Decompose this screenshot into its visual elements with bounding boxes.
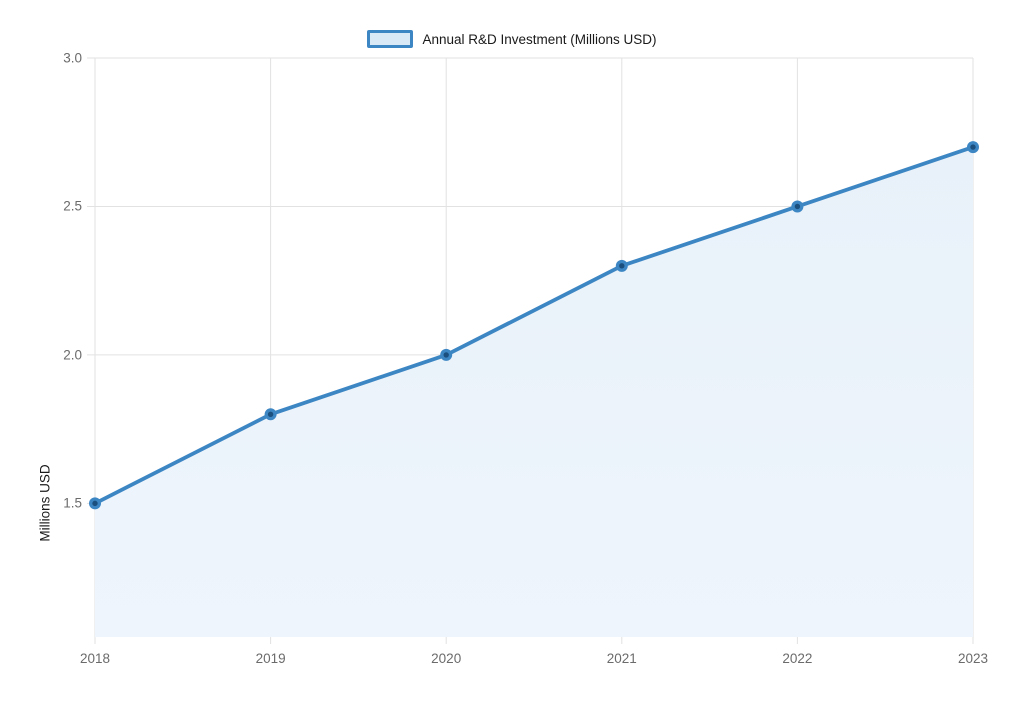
series-line xyxy=(93,145,975,506)
legend-label: Annual R&D Investment (Millions USD) xyxy=(422,31,657,47)
y-tick-label: 1.5 xyxy=(63,495,82,511)
legend-item[interactable]: Annual R&D Investment (Millions USD) xyxy=(367,30,657,48)
x-tick-label: 2018 xyxy=(79,651,111,666)
data-point-core-2019 xyxy=(267,411,274,418)
data-point-core-2021 xyxy=(619,263,625,269)
data-point-core-2022 xyxy=(794,203,801,210)
data-point-core-2020 xyxy=(443,352,449,358)
legend-swatch-icon xyxy=(367,30,414,48)
y-tick-label: 2.5 xyxy=(63,198,82,214)
x-tick-label: 2022 xyxy=(782,651,813,666)
data-point-core-2023 xyxy=(970,144,976,150)
legend: Annual R&D Investment (Millions USD) xyxy=(0,30,1024,48)
area-fill xyxy=(95,147,973,638)
y-tick-label: 2.0 xyxy=(63,347,82,363)
data-point-core-2018 xyxy=(92,500,98,507)
y-tick-label: 3.0 xyxy=(63,50,82,66)
x-tick-label: 2021 xyxy=(606,651,637,666)
x-tick-label: 2023 xyxy=(957,651,989,666)
x-tick-label: 2019 xyxy=(255,651,286,666)
x-tick-label: 2020 xyxy=(431,651,462,666)
